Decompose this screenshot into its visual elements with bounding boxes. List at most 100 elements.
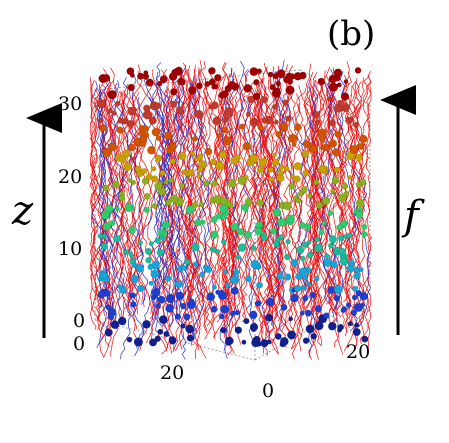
monomer-bead xyxy=(343,79,349,85)
monomer-bead xyxy=(361,223,368,231)
monomer-bead xyxy=(252,92,261,101)
monomer-bead xyxy=(196,173,202,179)
monomer-bead xyxy=(340,307,346,313)
monomer-bead xyxy=(282,201,292,211)
monomer-bead xyxy=(108,142,118,152)
monomer-bead xyxy=(285,85,295,95)
polymer-beads xyxy=(96,66,369,348)
monomer-bead xyxy=(239,123,246,130)
monomer-bead xyxy=(272,208,282,217)
monomer-bead xyxy=(251,245,257,251)
monomer-bead xyxy=(278,164,284,171)
monomer-bead xyxy=(154,181,163,191)
monomer-bead xyxy=(199,271,206,278)
monomer-bead xyxy=(331,176,340,185)
monomer-bead xyxy=(355,153,363,162)
monomer-bead xyxy=(175,106,185,115)
monomer-bead xyxy=(333,166,340,174)
monomer-bead xyxy=(137,72,145,80)
monomer-bead xyxy=(317,132,326,141)
monomer-bead xyxy=(143,206,150,214)
monomer-bead xyxy=(358,267,364,273)
monomer-bead xyxy=(318,229,325,236)
polymer-chain xyxy=(297,79,316,352)
monomer-bead xyxy=(274,332,282,340)
monomer-bead xyxy=(251,338,261,348)
monomer-bead xyxy=(212,116,222,125)
monomer-bead xyxy=(165,303,175,313)
monomer-bead xyxy=(323,312,330,319)
monomer-bead xyxy=(230,286,239,295)
polymer-chain xyxy=(232,78,263,345)
monomer-bead xyxy=(338,235,345,242)
monomer-bead xyxy=(271,158,280,167)
monomer-bead xyxy=(347,321,354,327)
monomer-bead xyxy=(295,197,302,204)
monomer-bead xyxy=(327,321,337,331)
monomer-bead xyxy=(113,234,121,243)
monomer-bead xyxy=(237,175,247,185)
monomer-bead xyxy=(194,109,204,119)
monomer-bead xyxy=(99,124,107,132)
monomer-bead xyxy=(177,77,186,86)
monomer-bead xyxy=(266,297,275,307)
monomer-bead xyxy=(114,100,121,107)
monomer-bead xyxy=(168,72,178,81)
z-axis-label: z xyxy=(12,188,34,234)
monomer-bead xyxy=(143,192,151,200)
monomer-bead xyxy=(302,275,308,281)
monomer-bead xyxy=(252,119,257,125)
monomer-bead xyxy=(229,310,236,317)
monomer-bead xyxy=(220,326,227,334)
monomer-bead xyxy=(290,293,299,303)
monomer-bead xyxy=(151,166,157,172)
monomer-bead xyxy=(271,104,278,110)
monomer-bead xyxy=(209,246,217,253)
monomer-bead xyxy=(306,239,312,245)
monomer-bead xyxy=(237,243,247,252)
monomer-bead xyxy=(328,74,338,84)
monomer-bead xyxy=(96,99,106,109)
monomer-bead xyxy=(224,282,231,288)
monomer-bead xyxy=(191,242,200,252)
polymer-chain xyxy=(217,61,232,306)
monomer-bead xyxy=(329,235,338,244)
polymer-chain xyxy=(89,83,109,358)
monomer-bead xyxy=(107,108,114,114)
monomer-bead xyxy=(329,82,339,92)
monomer-bead xyxy=(197,166,204,173)
monomer-bead xyxy=(304,309,312,317)
monomer-bead xyxy=(218,313,225,320)
monomer-bead xyxy=(210,230,219,239)
monomer-bead xyxy=(157,295,166,304)
monomer-bead xyxy=(148,241,154,247)
monomer-bead xyxy=(169,158,176,165)
monomer-bead xyxy=(301,241,309,248)
monomer-bead xyxy=(169,142,177,150)
monomer-bead xyxy=(217,132,223,138)
monomer-bead xyxy=(100,210,110,220)
monomer-bead xyxy=(337,99,343,106)
monomer-bead xyxy=(350,309,357,317)
polymer-chain xyxy=(176,81,193,302)
monomer-bead xyxy=(341,92,350,101)
monomer-bead xyxy=(332,148,341,157)
monomer-bead xyxy=(302,337,310,345)
monomer-bead xyxy=(351,294,358,301)
monomer-bead xyxy=(241,339,247,345)
polymer-chain xyxy=(312,94,332,313)
monomer-bead xyxy=(150,269,160,279)
monomer-bead xyxy=(306,281,312,287)
monomer-bead xyxy=(189,150,196,157)
monomer-bead xyxy=(280,303,288,311)
monomer-bead xyxy=(288,316,294,322)
monomer-bead xyxy=(305,324,315,334)
monomer-bead xyxy=(334,131,343,139)
monomer-bead xyxy=(276,69,286,79)
monomer-bead xyxy=(270,227,277,235)
monomer-bead xyxy=(227,80,237,90)
polymer-chain xyxy=(184,65,200,346)
monomer-bead xyxy=(338,247,347,256)
monomer-bead xyxy=(210,101,219,110)
monomer-bead xyxy=(102,184,110,192)
